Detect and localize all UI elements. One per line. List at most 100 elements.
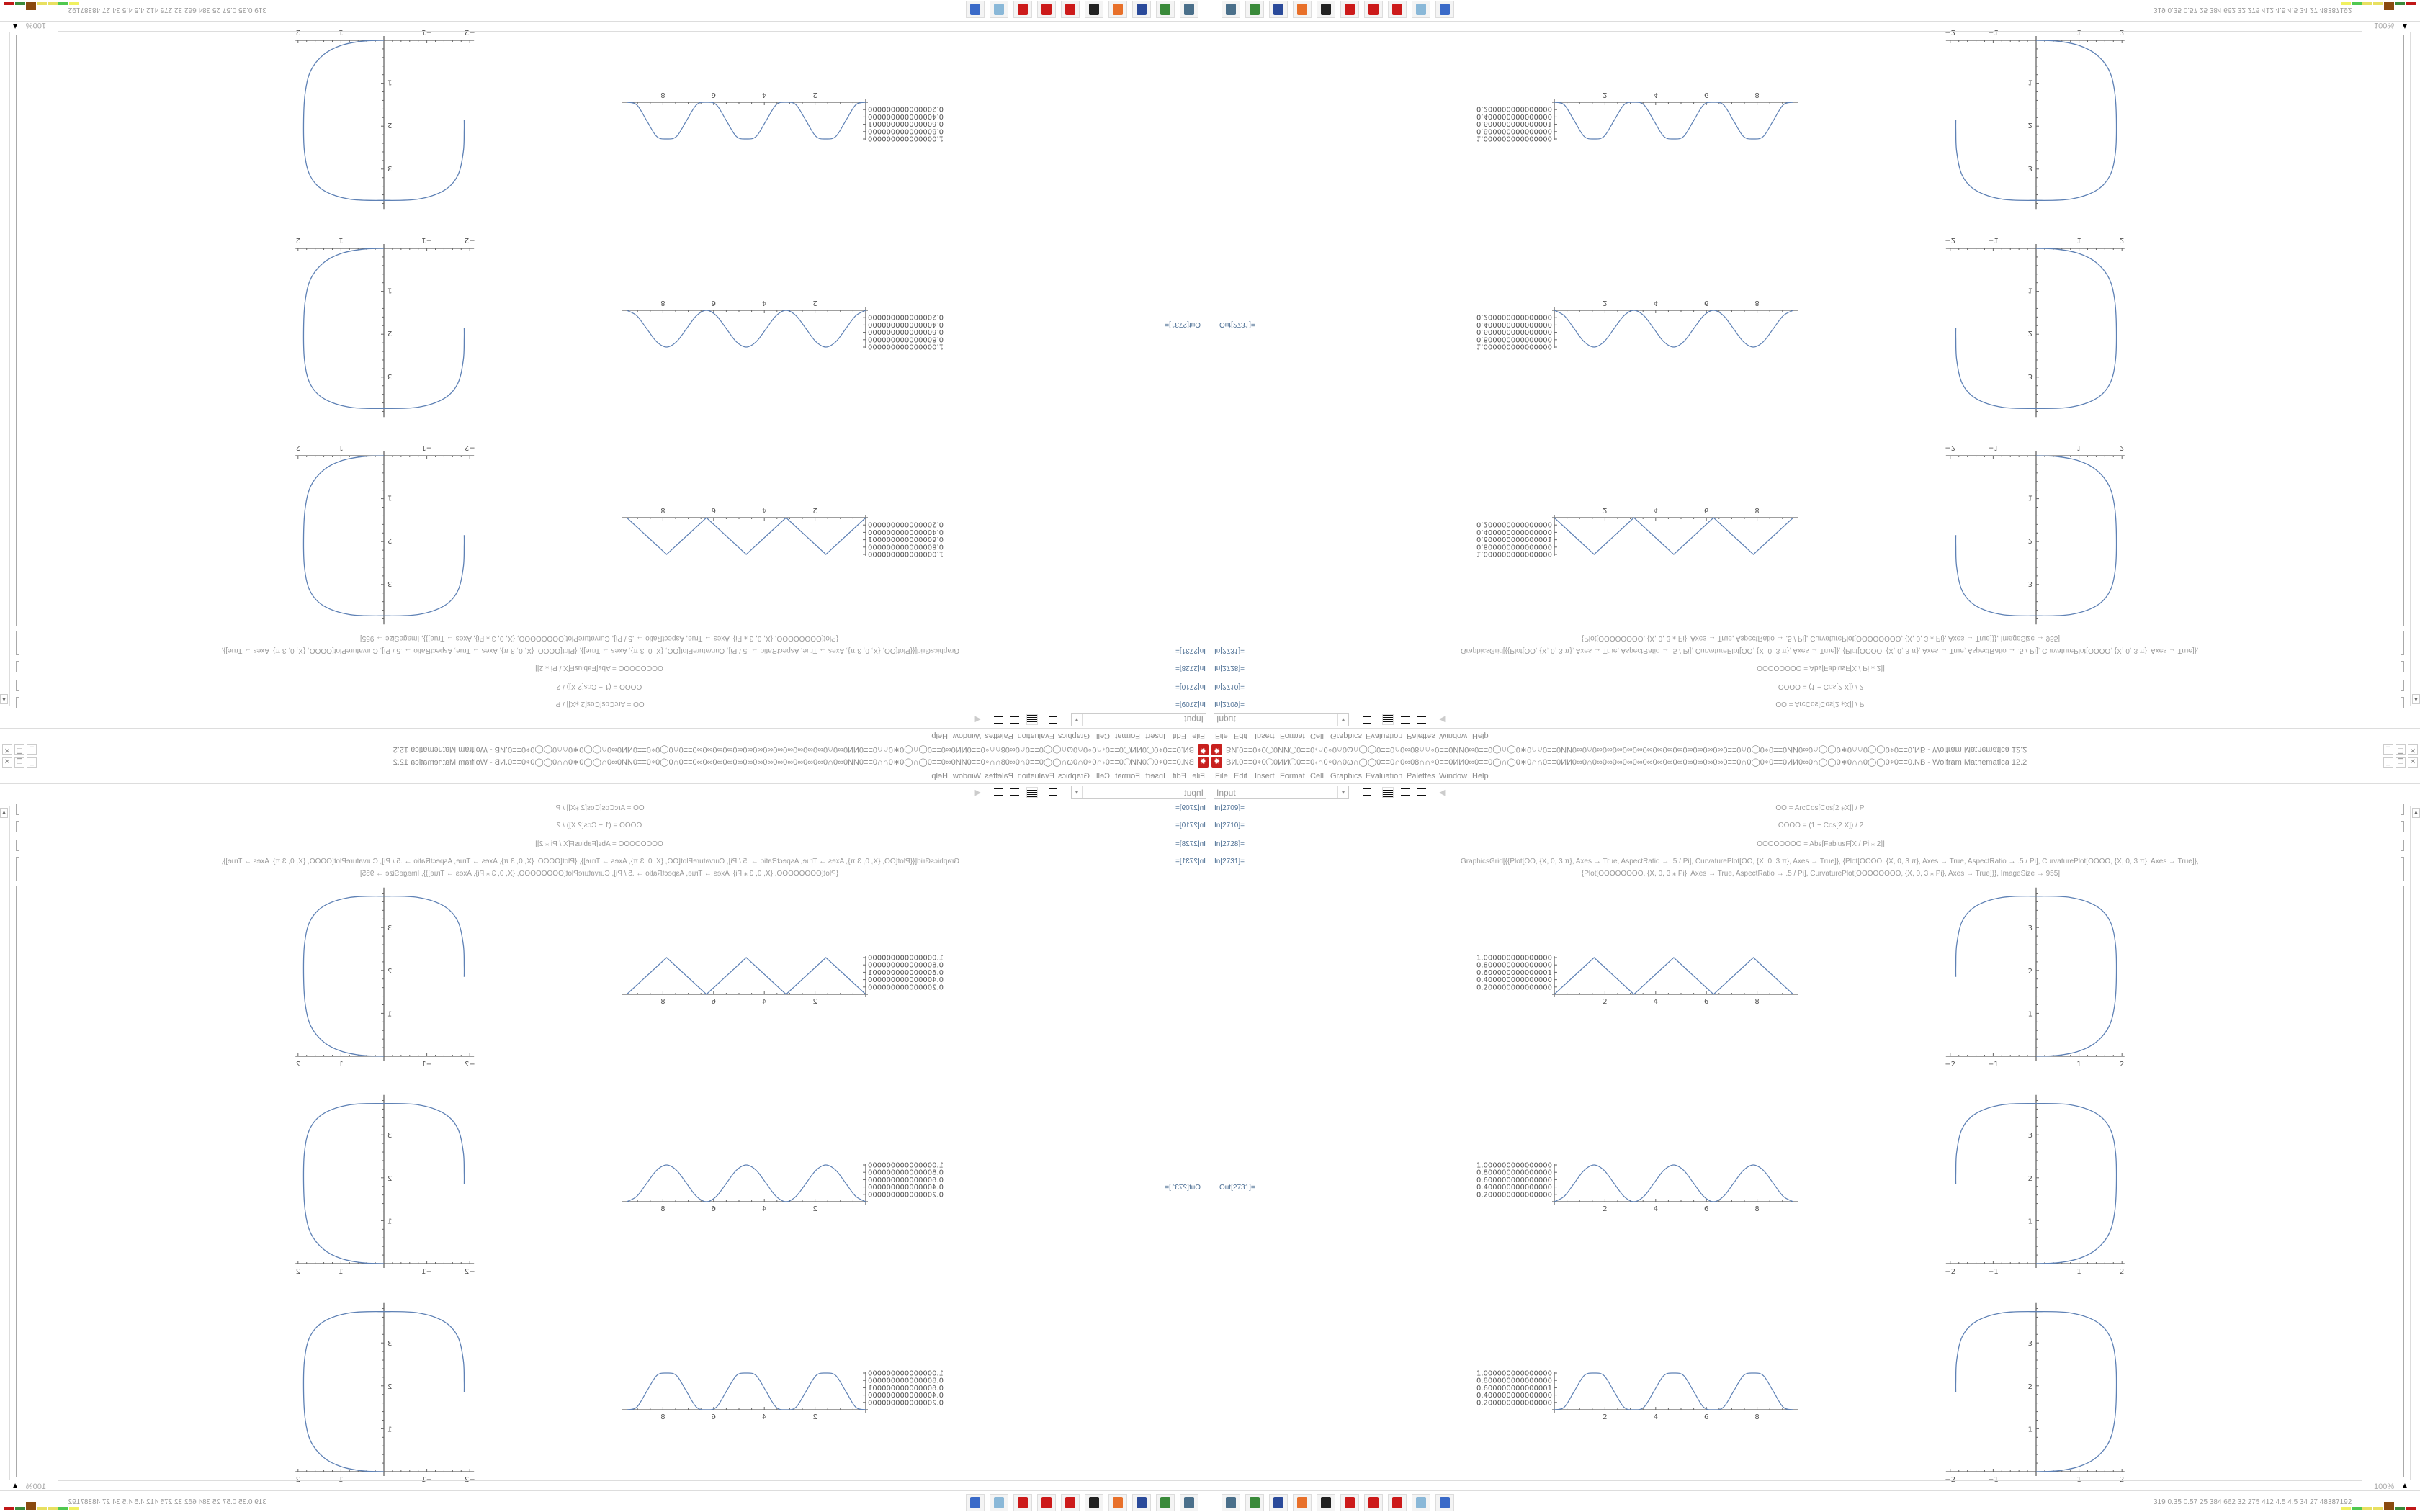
align-left-icon[interactable] bbox=[1363, 788, 1371, 796]
firefox-taskbar-button[interactable] bbox=[1108, 1, 1127, 18]
collapse-toolbar-icon[interactable]: ◀ bbox=[1439, 788, 1446, 797]
mathematica-taskbar-button[interactable] bbox=[1388, 1494, 1407, 1511]
network-taskbar-button[interactable] bbox=[1222, 1, 1240, 18]
green-device-taskbar-button[interactable] bbox=[1156, 1494, 1175, 1511]
y-tick-label: 1.000000000000000 bbox=[868, 343, 944, 351]
y-tick-label: 0.800000000000000 bbox=[868, 335, 944, 343]
green-device-taskbar-button[interactable] bbox=[1156, 1, 1175, 18]
line-plot: 24680.2000000000000000.4000000000000000.… bbox=[622, 299, 944, 351]
input-code[interactable]: OOOO = (1 − Cos[2 X]) / 2 bbox=[1778, 822, 1864, 829]
mathematica-taskbar-button[interactable] bbox=[1340, 1494, 1359, 1511]
menu-cell[interactable]: Cell bbox=[1310, 772, 1324, 780]
zoom-level[interactable]: 100% bbox=[2374, 1482, 2395, 1491]
input-code[interactable]: OO = ArcCos[Cos[2 ⁎X]] / Pi bbox=[1775, 804, 1866, 812]
resource-meter bbox=[2362, 1507, 2372, 1510]
menu-edit[interactable]: Edit bbox=[1234, 772, 1247, 780]
window-taskbar-button[interactable] bbox=[1435, 1, 1454, 18]
y-tick-label: 0.400000000000000 bbox=[868, 112, 944, 120]
taskbar-divider bbox=[0, 21, 1210, 22]
network-taskbar-button[interactable] bbox=[1180, 1494, 1198, 1511]
plot-curve bbox=[1554, 517, 1794, 555]
minimize-button[interactable]: _ bbox=[2383, 757, 2393, 768]
floppy-taskbar-button[interactable] bbox=[1269, 1494, 1288, 1511]
window-taskbar-button[interactable] bbox=[1435, 1494, 1454, 1511]
calculator-taskbar-button[interactable] bbox=[990, 1494, 1008, 1511]
x-tick-label: 4 bbox=[762, 91, 766, 99]
inkscape-taskbar-button[interactable] bbox=[1085, 1494, 1103, 1511]
y-tick-label: 0.400000000000000 bbox=[868, 1392, 944, 1400]
restore-button[interactable]: ❐ bbox=[2396, 757, 2406, 768]
zoom-menu-icon[interactable]: ▲ bbox=[12, 22, 19, 30]
calculator-taskbar-button[interactable] bbox=[1412, 1494, 1430, 1511]
menu-graphics[interactable]: Graphics bbox=[1330, 772, 1363, 780]
cell-style-select[interactable]: Input ▾ bbox=[1214, 786, 1349, 799]
close-button[interactable]: ✕ bbox=[2408, 757, 2418, 768]
input-code[interactable]: GraphicsGrid[{{Plot[OO, {X, 0, 3 π}, Axe… bbox=[1461, 858, 2199, 865]
window-taskbar-button[interactable] bbox=[966, 1494, 985, 1511]
network-icon bbox=[1226, 1497, 1236, 1508]
align-right-icon[interactable] bbox=[1401, 788, 1410, 796]
cell-bracket[interactable] bbox=[2401, 804, 2404, 815]
floppy-taskbar-button[interactable] bbox=[1269, 1, 1288, 18]
y-tick-label: 2 bbox=[2028, 329, 2033, 337]
menu-format[interactable]: Format bbox=[1280, 772, 1305, 780]
curvature-plot: −2 −1 1 2 1 2 3 bbox=[1945, 887, 2125, 1068]
floppy-taskbar-button[interactable] bbox=[1132, 1, 1151, 18]
mathematica-taskbar-button[interactable] bbox=[1037, 1494, 1056, 1511]
cell-bracket[interactable] bbox=[2401, 821, 2404, 832]
chevron-down-icon[interactable]: ▾ bbox=[1337, 786, 1348, 798]
input-code-line2[interactable]: {Plot[OOOOOOOO, {X, 0, 3 ⁎ Pi}, Axes → T… bbox=[1581, 870, 2061, 878]
menu-palettes[interactable]: Palettes bbox=[1407, 772, 1435, 780]
x-tick-label: 2 bbox=[296, 1061, 300, 1068]
zoom-menu-icon[interactable]: ▲ bbox=[12, 1482, 19, 1490]
x-tick-label: 8 bbox=[660, 998, 665, 1006]
menu-insert[interactable]: Insert bbox=[1255, 772, 1275, 780]
menu-file[interactable]: File bbox=[1215, 772, 1228, 780]
zoom-level[interactable]: 100% bbox=[25, 21, 46, 30]
taskbar-divider bbox=[1210, 21, 2420, 22]
mirrored-mathematica-window: ✹ BИ.0≡≡0⌖0◯0ИИ◯0≡≡0∗∩0⌖0∩0ω∩◯◯0≡≡0∩0∞08… bbox=[0, 756, 1210, 1512]
zoom-menu-icon[interactable]: ▲ bbox=[2401, 22, 2408, 30]
network-taskbar-button[interactable] bbox=[1222, 1494, 1240, 1511]
zoom-menu-icon[interactable]: ▲ bbox=[2401, 1482, 2408, 1490]
menu-help[interactable]: Help bbox=[1472, 772, 1489, 780]
firefox-icon bbox=[1113, 1497, 1123, 1508]
mathematica-taskbar-button[interactable] bbox=[1013, 1494, 1032, 1511]
firefox-taskbar-button[interactable] bbox=[1293, 1, 1312, 18]
y-tick-label: 2 bbox=[2028, 536, 2033, 544]
menu-evaluation[interactable]: Evaluation bbox=[1366, 772, 1403, 780]
align-justify-icon[interactable] bbox=[1417, 788, 1426, 796]
mathematica-taskbar-button[interactable] bbox=[1013, 1, 1032, 18]
inkscape-taskbar-button[interactable] bbox=[1317, 1494, 1335, 1511]
green-device-taskbar-button[interactable] bbox=[1245, 1494, 1264, 1511]
mathematica-taskbar-button[interactable] bbox=[1364, 1, 1383, 18]
firefox-taskbar-button[interactable] bbox=[1293, 1494, 1312, 1511]
align-center-icon[interactable] bbox=[1382, 787, 1394, 798]
mathematica-taskbar-button[interactable] bbox=[1037, 1, 1056, 18]
network-taskbar-button[interactable] bbox=[1180, 1, 1198, 18]
input-code[interactable]: OOOOOOOO = Abs[FabiusF[X / Pi ⁎ 2]] bbox=[1757, 840, 1885, 848]
x-tick-label: 1 bbox=[2076, 444, 2081, 451]
y-tick-label: 0.200000000000000 bbox=[1476, 1399, 1552, 1407]
cell-bracket[interactable] bbox=[2401, 840, 2404, 851]
green-device-taskbar-button[interactable] bbox=[1245, 1, 1264, 18]
zoom-level[interactable]: 100% bbox=[2374, 21, 2395, 30]
mathematica-taskbar-button[interactable] bbox=[1340, 1, 1359, 18]
cell-bracket[interactable] bbox=[2401, 857, 2404, 881]
mathematica-taskbar-button[interactable] bbox=[1364, 1494, 1383, 1511]
window-taskbar-button[interactable] bbox=[966, 1, 985, 18]
calculator-taskbar-button[interactable] bbox=[1412, 1, 1430, 18]
y-tick-label: 0.800000000000000 bbox=[1476, 962, 1552, 970]
firefox-taskbar-button[interactable] bbox=[1108, 1494, 1127, 1511]
inkscape-taskbar-button[interactable] bbox=[1085, 1, 1103, 18]
mathematica-taskbar-button[interactable] bbox=[1061, 1, 1080, 18]
calculator-taskbar-button[interactable] bbox=[990, 1, 1008, 18]
mathematica-taskbar-button[interactable] bbox=[1061, 1494, 1080, 1511]
inkscape-taskbar-button[interactable] bbox=[1317, 1, 1335, 18]
floppy-taskbar-button[interactable] bbox=[1132, 1494, 1151, 1511]
output-cell-bracket[interactable] bbox=[2401, 886, 2404, 1477]
mathematica-taskbar-button[interactable] bbox=[1388, 1, 1407, 18]
line-plot: 24680.2000000000000000.4000000000000000.… bbox=[622, 91, 944, 143]
menu-window[interactable]: Window bbox=[1439, 772, 1468, 780]
y-tick-label: 2 bbox=[387, 536, 392, 544]
